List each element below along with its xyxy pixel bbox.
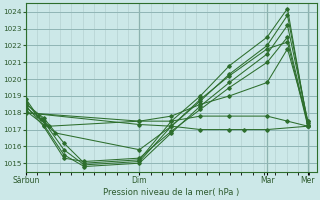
X-axis label: Pression niveau de la mer( hPa ): Pression niveau de la mer( hPa ) bbox=[103, 188, 239, 197]
